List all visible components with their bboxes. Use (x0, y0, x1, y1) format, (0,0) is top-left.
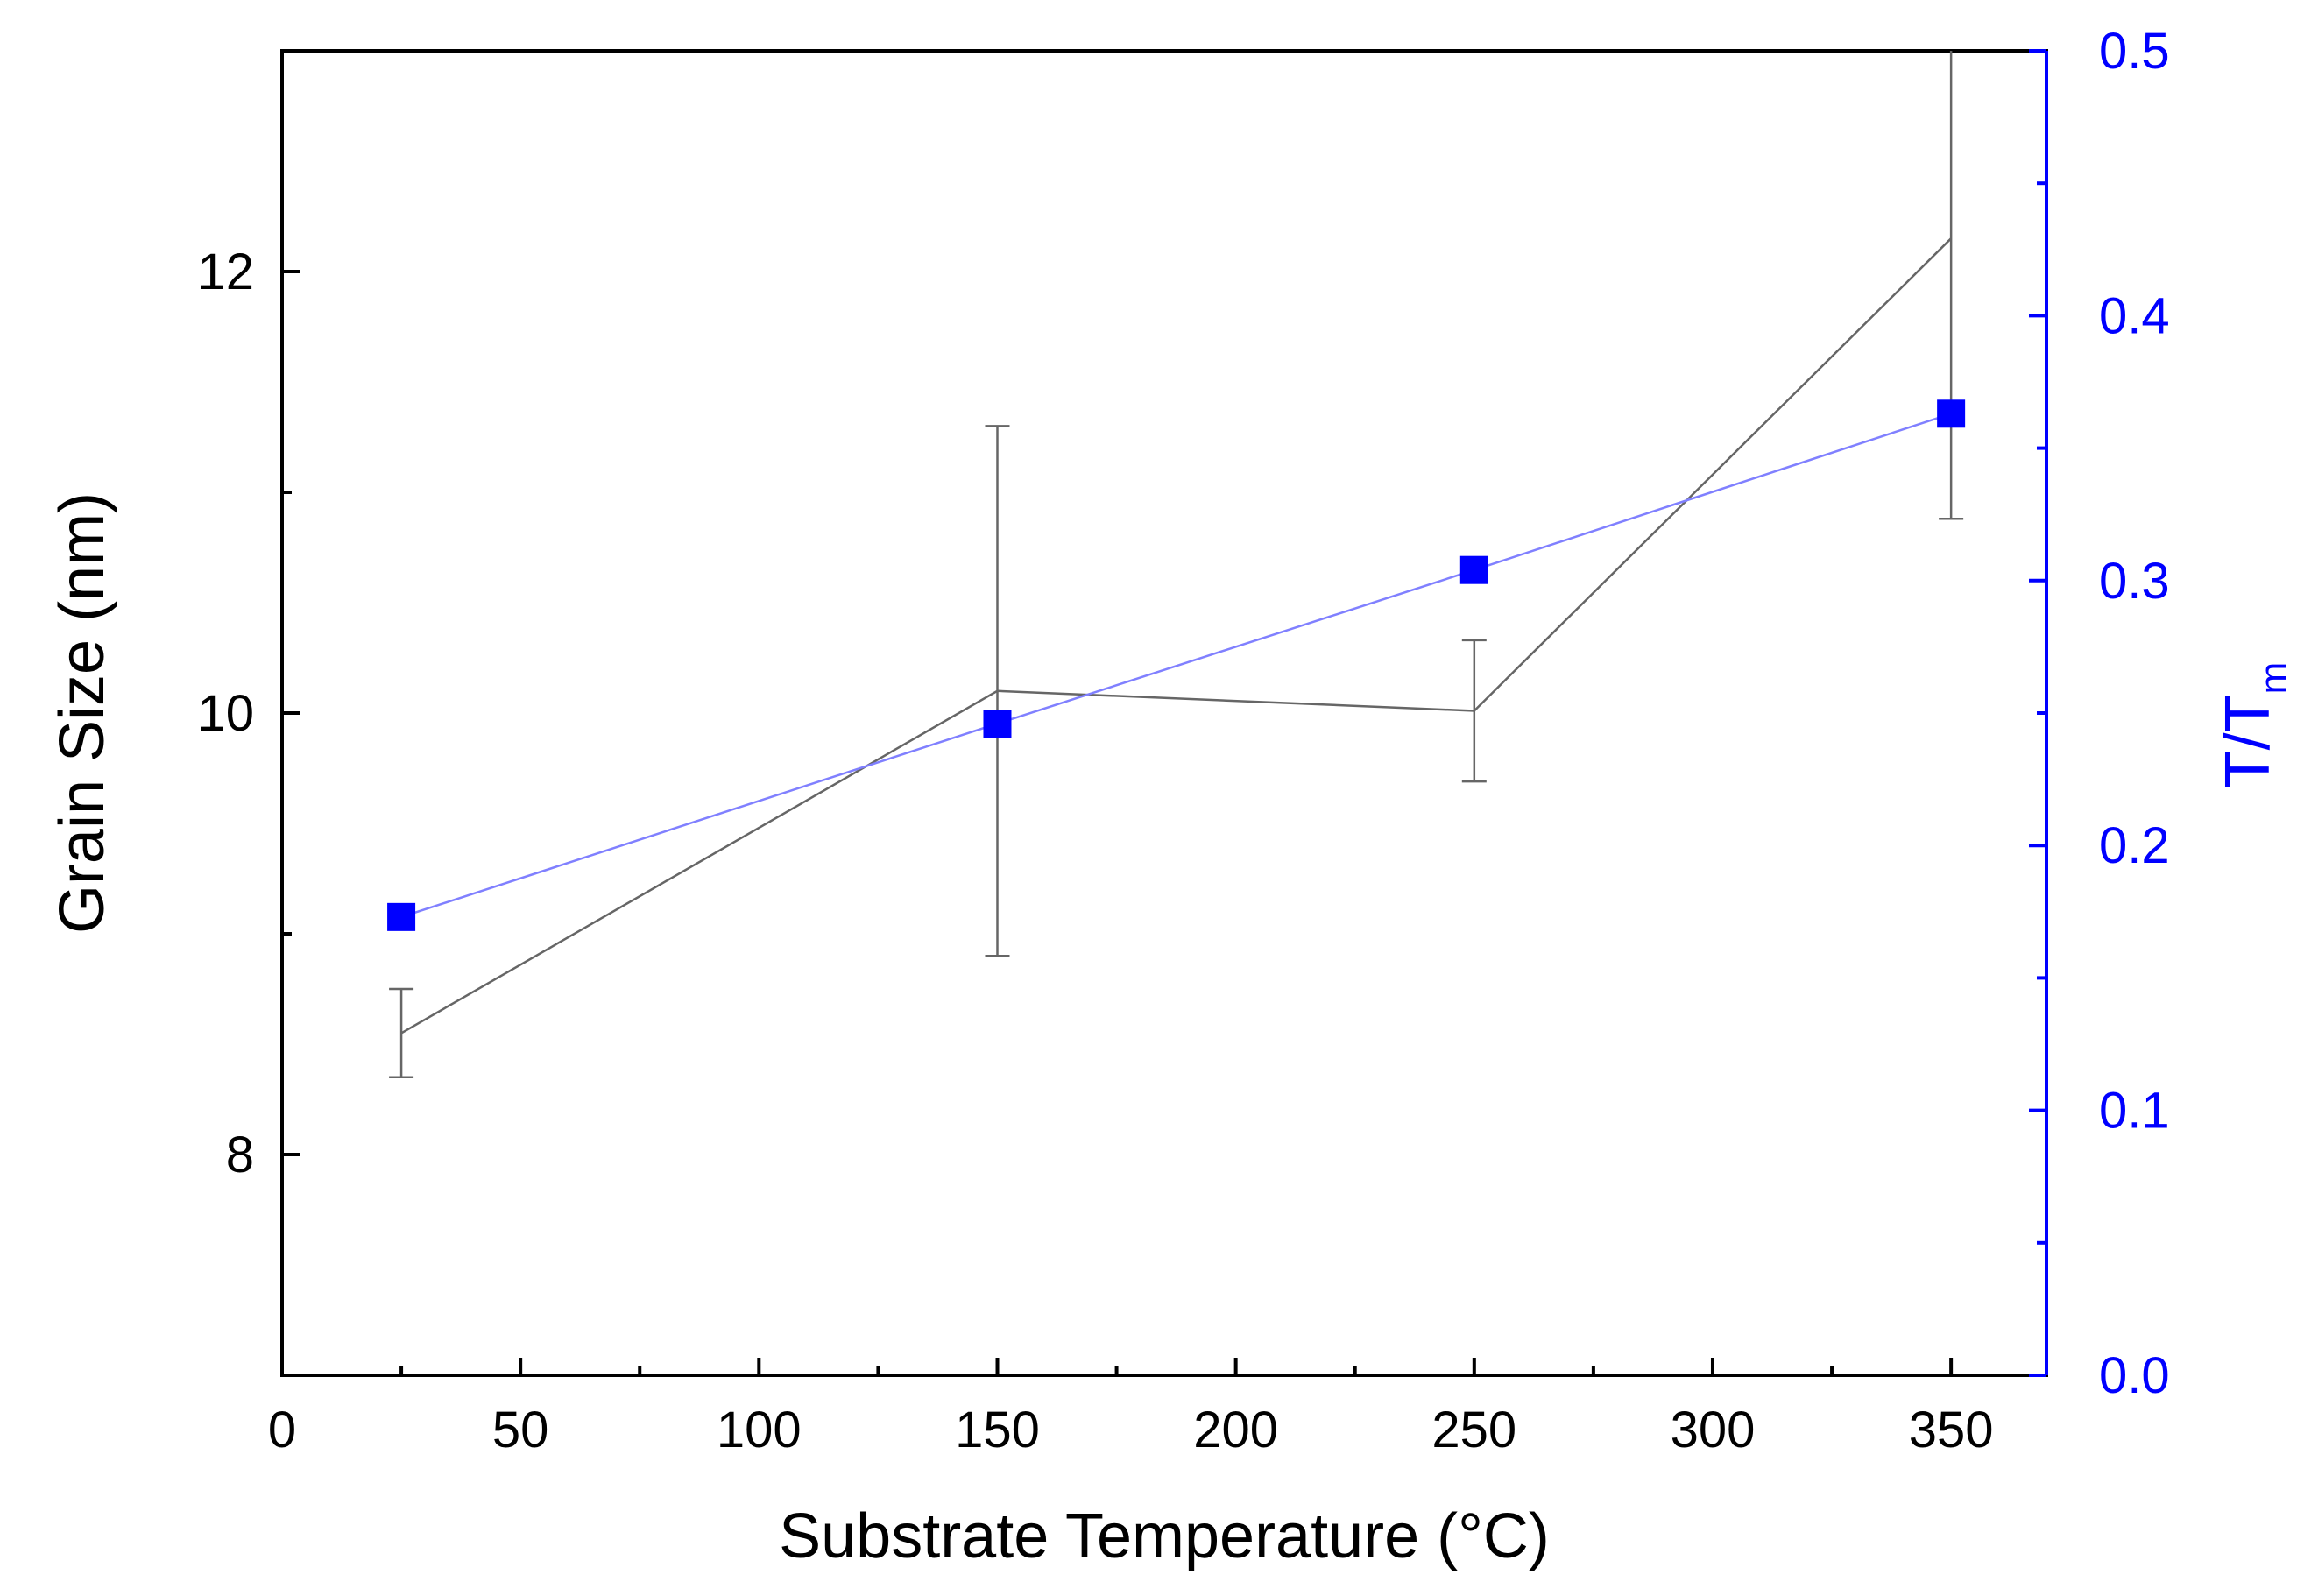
x-tick-label: 300 (1671, 1402, 1756, 1458)
ttm-data-point (387, 902, 416, 931)
plot-frame (280, 49, 2048, 1377)
y2-tick-label: 0.3 (2099, 553, 2170, 610)
x-tick-label: 350 (1909, 1402, 1994, 1458)
y-tick-label: 12 (197, 244, 254, 300)
x-tick-label: 150 (955, 1402, 1040, 1458)
x-axis: 0 50 100 150 200 250 300 350 (268, 1358, 1994, 1458)
series-layer (387, 51, 1966, 1079)
y2-tick-label: 0.1 (2099, 1083, 2170, 1140)
y2-axis-title-main: T/T (2213, 694, 2283, 788)
ttm-data-point (983, 710, 1012, 738)
y2-axis-title: T/Tm (2213, 662, 2295, 789)
x-tick-label: 0 (268, 1402, 296, 1458)
grain-size-series-line (400, 237, 1953, 1035)
y-axis-title: Grain Size (nm) (47, 492, 117, 934)
ttm-series-line (400, 413, 1952, 919)
x-tick-label: 200 (1193, 1402, 1278, 1458)
ttm-data-point (1459, 555, 1488, 584)
y2-tick-label: 0.5 (2099, 23, 2170, 80)
ttm-data-point (1937, 399, 1966, 428)
x-tick-label: 100 (717, 1402, 802, 1458)
x-tick-label: 250 (1431, 1402, 1516, 1458)
y2-tick-label: 0.0 (2099, 1347, 2170, 1404)
y2-tick-label: 0.4 (2099, 287, 2170, 344)
y-tick-label: 8 (226, 1126, 254, 1183)
x-axis-title: Substrate Temperature (°C) (779, 1501, 1550, 1571)
plot-area (280, 49, 2048, 1377)
y-tick-label: 10 (197, 685, 254, 742)
x-tick-label: 50 (492, 1402, 549, 1458)
y-axis-right: 0.0 0.1 0.2 0.3 0.4 0.5 (2029, 23, 2170, 1404)
y2-tick-label: 0.2 (2099, 817, 2170, 874)
y-axis-left: 8 10 12 (197, 49, 300, 1377)
y2-axis-title-sub: m (2252, 662, 2295, 695)
